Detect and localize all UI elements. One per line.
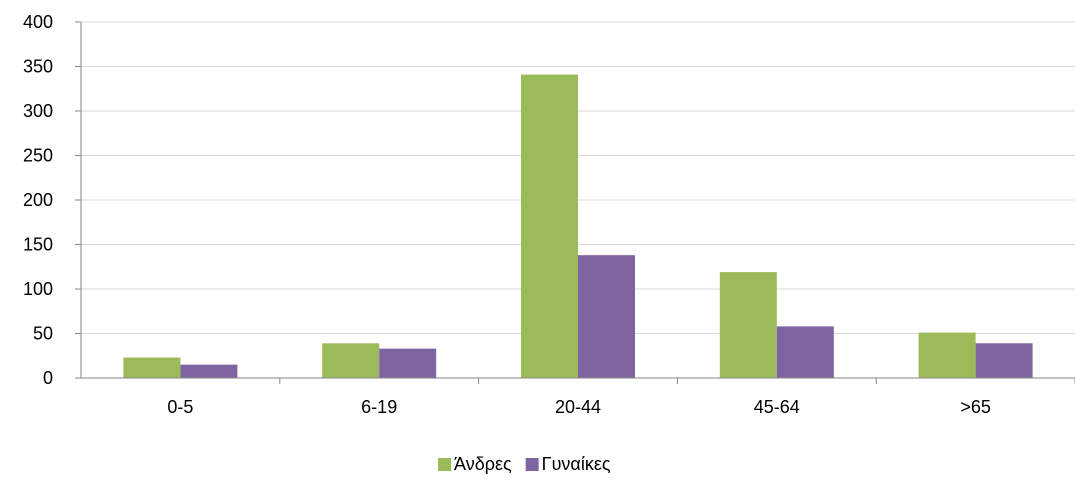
bar-series2-1 — [379, 348, 437, 378]
bars — [123, 74, 1033, 378]
legend: Άνδρες Γυναίκες — [438, 454, 611, 474]
y-tick-label: 300 — [23, 101, 53, 121]
bar-series2-2 — [578, 255, 635, 378]
y-tick-label: 200 — [23, 190, 53, 210]
y-tick-labels: 0 50 100 150 200 250 300 350 400 — [23, 12, 53, 388]
y-tick-label: 400 — [23, 12, 53, 32]
bar-series1-3 — [719, 272, 777, 378]
legend-label: Άνδρες — [454, 454, 512, 474]
axes — [75, 21, 1075, 384]
y-tick-label: 100 — [23, 279, 53, 299]
legend-swatch — [525, 458, 539, 471]
x-category-label: >65 — [960, 397, 991, 417]
y-tick-label: 350 — [23, 57, 53, 77]
bar-series2-3 — [776, 326, 834, 378]
bar-series1-4 — [918, 332, 976, 378]
bar-series1-1 — [322, 343, 380, 378]
legend-swatch — [438, 458, 451, 471]
y-tick-label: 50 — [33, 324, 53, 344]
bar-series2-4 — [975, 343, 1033, 378]
y-tick-label: 250 — [23, 146, 53, 166]
x-category-labels: 0-5 6-19 20-44 45-64 >65 — [167, 397, 990, 417]
bar-series1-0 — [123, 357, 181, 378]
bar-series1-2 — [521, 74, 578, 378]
x-category-label: 6-19 — [361, 397, 397, 417]
y-tick-label: 0 — [43, 368, 53, 388]
bar-series2-0 — [180, 364, 238, 378]
legend-label: Γυναίκες — [542, 454, 611, 474]
y-tick-label: 150 — [23, 235, 53, 255]
x-category-label: 45-64 — [754, 397, 800, 417]
x-category-label: 20-44 — [555, 397, 601, 417]
x-category-label: 0-5 — [167, 397, 193, 417]
